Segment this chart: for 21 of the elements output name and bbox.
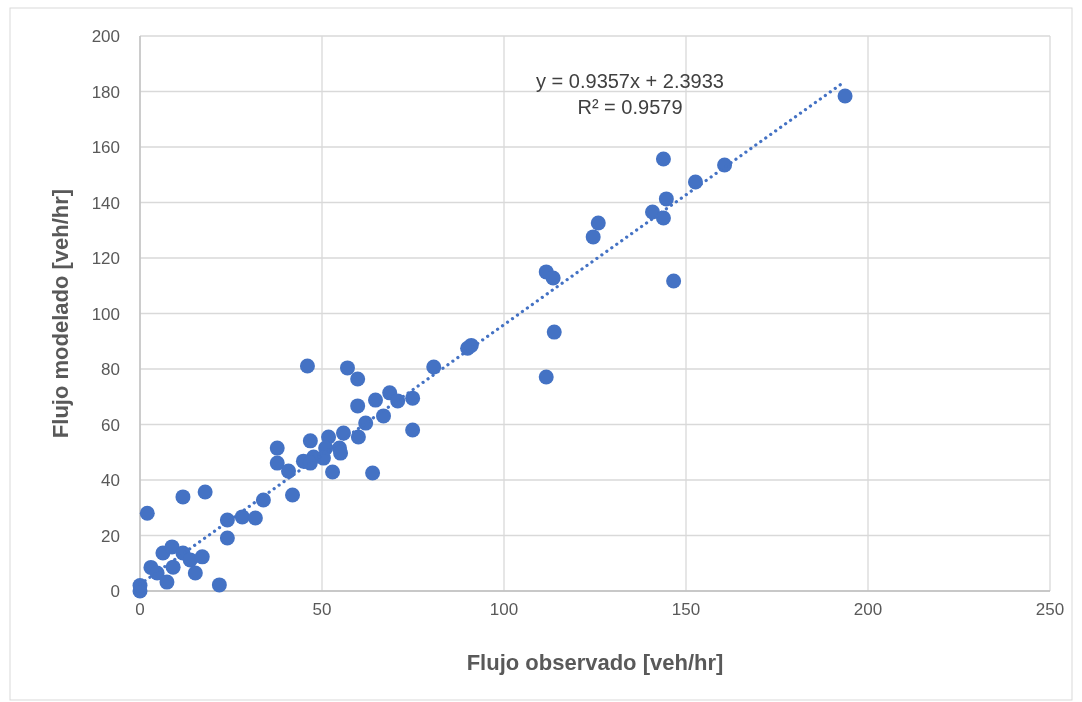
y-tick-label: 0 xyxy=(110,582,120,601)
y-tick-label: 120 xyxy=(91,249,120,268)
x-tick-label: 250 xyxy=(1035,600,1065,619)
y-tick-label: 140 xyxy=(91,193,120,213)
x-tick-label: 0 xyxy=(135,600,145,619)
x-axis-title: Flujo observado [veh/hr] xyxy=(466,650,724,675)
x-tick-label: 50 xyxy=(312,600,332,619)
y-tick-label: 20 xyxy=(101,526,120,546)
y-tick-label: 80 xyxy=(101,360,120,379)
x-tick-label: 100 xyxy=(489,600,519,619)
x-tick-label: 150 xyxy=(671,600,701,619)
annotation: y = 0.9357x + 2.3933 xyxy=(536,70,724,92)
y-tick-label: 160 xyxy=(91,138,120,157)
y-axis-title: Flujo modelado [veh/hr] xyxy=(48,188,73,439)
annotation: R² = 0.9579 xyxy=(577,96,683,118)
y-tick-label: 200 xyxy=(91,27,120,46)
y-tick-label: 60 xyxy=(101,415,120,435)
y-tick-label: 100 xyxy=(91,304,120,324)
x-tick-label: 200 xyxy=(853,600,883,619)
y-tick-label: 180 xyxy=(91,82,120,102)
y-tick-label: 40 xyxy=(101,471,120,490)
